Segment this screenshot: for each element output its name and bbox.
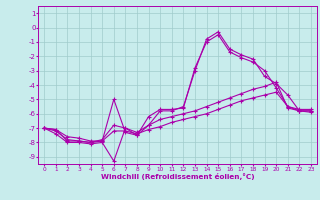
X-axis label: Windchill (Refroidissement éolien,°C): Windchill (Refroidissement éolien,°C)	[101, 173, 254, 180]
